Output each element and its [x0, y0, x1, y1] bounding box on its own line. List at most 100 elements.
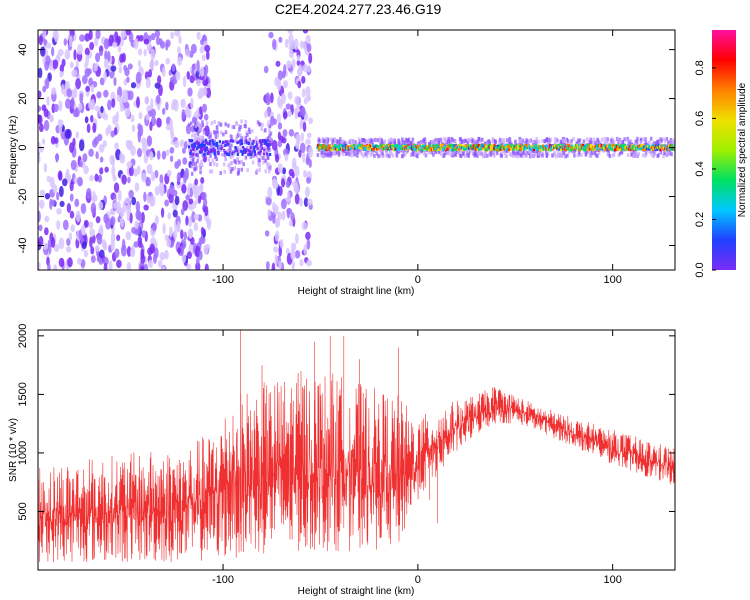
heatmap-cell	[487, 139, 490, 144]
heatmap-cell	[509, 145, 512, 149]
heatmap-cell	[321, 147, 325, 152]
heatmap-cell	[604, 148, 607, 152]
heatmap-cell	[204, 149, 207, 153]
heatmap-cell	[206, 220, 212, 231]
heatmap-cell	[257, 147, 261, 152]
heatmap-cell	[282, 167, 287, 175]
heatmap-cell	[366, 145, 369, 149]
heatmap-cell	[487, 143, 490, 147]
heatmap-cell	[570, 142, 573, 147]
heatmap-cell	[94, 36, 99, 47]
heatmap-cell	[80, 203, 87, 214]
heatmap-cell	[71, 69, 78, 78]
heatmap-cell	[251, 142, 254, 146]
heatmap-cell	[91, 196, 96, 204]
heatmap-cell	[191, 147, 195, 151]
heatmap-cell	[567, 149, 571, 154]
heatmap-cell	[335, 139, 338, 144]
heatmap-cell	[90, 246, 95, 255]
heatmap-cell	[454, 153, 457, 158]
heatmap-cell	[38, 261, 41, 270]
heatmap-cell	[38, 210, 41, 223]
heatmap-cell	[290, 212, 295, 222]
heatmap-cell	[305, 138, 311, 145]
heatmap-cell	[178, 35, 182, 45]
heatmap-cell	[55, 153, 59, 163]
heatmap-cell	[174, 195, 180, 206]
heatmap-cell	[296, 59, 301, 67]
heatmap-cell	[280, 198, 287, 210]
heatmap-cell	[256, 120, 260, 125]
heatmap-cell	[572, 147, 575, 151]
heatmap-cell	[593, 151, 596, 156]
heatmap-cell	[590, 150, 594, 155]
heatmap-cell	[445, 150, 448, 155]
heatmap-cell	[461, 150, 465, 155]
heatmap-cell	[216, 145, 220, 149]
colorbar-tick-label: 0.2	[694, 212, 706, 227]
figure-title: C2E4.2024.277.23.46.G19	[275, 1, 442, 17]
heatmap-cell	[235, 121, 238, 126]
heatmap-cell	[103, 71, 107, 82]
heatmap-cell	[328, 151, 332, 156]
heatmap-cell	[193, 213, 199, 220]
heatmap-cell	[85, 85, 91, 92]
heatmap-cell	[227, 123, 230, 128]
heatmap-cell	[224, 151, 227, 155]
heatmap-cell	[208, 169, 212, 174]
heatmap-cell	[395, 153, 399, 158]
heatmap-cell	[66, 202, 72, 214]
x-tick-label: 0	[415, 274, 421, 286]
heatmap-cell	[51, 87, 57, 95]
heatmap-cell	[387, 145, 390, 149]
heatmap-cell	[493, 153, 496, 158]
heatmap-cell	[197, 141, 200, 145]
heatmap-cell	[287, 30, 294, 34]
heatmap-cell	[268, 147, 271, 152]
heatmap-cell	[145, 76, 151, 89]
heatmap-cell	[236, 141, 239, 145]
heatmap-cell	[136, 96, 140, 109]
heatmap-cell	[670, 144, 673, 148]
heatmap-cell	[525, 153, 528, 158]
heatmap-cell	[375, 148, 378, 152]
heatmap-cell	[253, 145, 256, 149]
heatmap-cell	[640, 144, 643, 148]
heatmap-cell	[231, 124, 234, 129]
heatmap-cell	[477, 152, 480, 157]
heatmap-cell	[621, 140, 625, 145]
heatmap-cell	[286, 60, 292, 69]
heatmap-cell	[482, 147, 485, 151]
heatmap-cell	[667, 140, 670, 145]
heatmap-cell	[642, 137, 646, 142]
heatmap-cell	[326, 137, 330, 142]
heatmap-cell	[149, 60, 154, 71]
heatmap-cell	[79, 34, 85, 42]
heatmap-cell	[341, 152, 345, 157]
heatmap-cell	[461, 148, 464, 152]
heatmap-cell	[99, 224, 104, 237]
heatmap-cell	[84, 47, 90, 56]
heatmap-cell	[205, 87, 212, 99]
heatmap-cell	[38, 235, 44, 247]
heatmap-cell	[73, 49, 77, 61]
heatmap-cell	[386, 147, 389, 151]
heatmap-cell	[232, 125, 236, 130]
heatmap-cell	[609, 138, 613, 143]
heatmap-cell	[211, 140, 214, 144]
heatmap-cell	[321, 154, 325, 159]
heatmap-cell	[393, 144, 396, 148]
heatmap-cell	[255, 143, 258, 147]
heatmap-cell	[408, 143, 411, 148]
heatmap-cell	[293, 165, 300, 177]
heatmap-cell	[470, 139, 474, 144]
heatmap-cell	[554, 136, 557, 141]
heatmap-cell	[348, 152, 351, 157]
heatmap-cell	[271, 140, 278, 151]
heatmap-cell	[133, 38, 139, 50]
heatmap-cell	[67, 257, 73, 268]
heatmap-cell	[149, 199, 154, 207]
heatmap-cell	[529, 148, 532, 152]
heatmap-cell	[191, 211, 196, 223]
heatmap-cell	[508, 141, 512, 146]
